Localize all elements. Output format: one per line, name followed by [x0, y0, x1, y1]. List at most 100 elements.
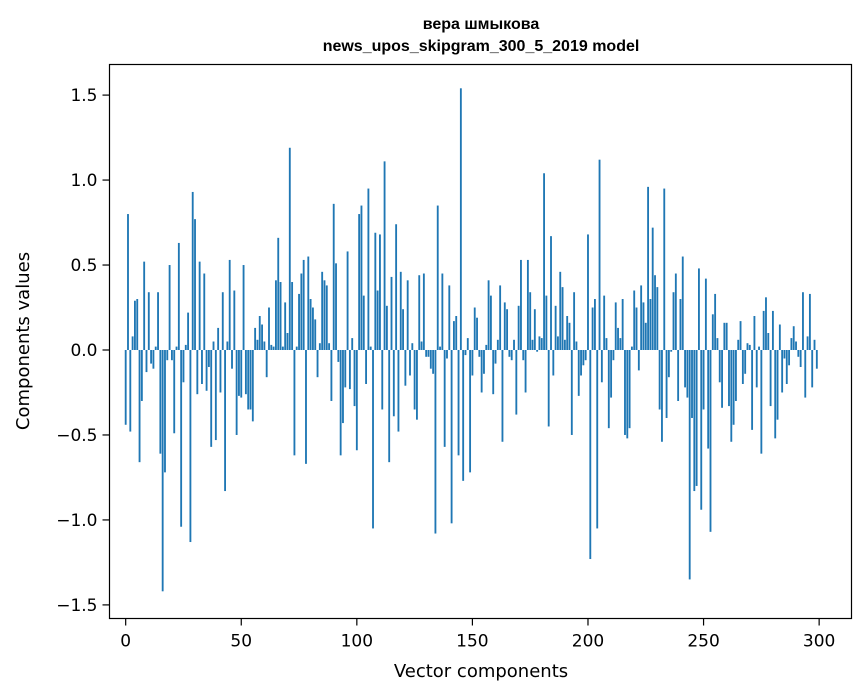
bar-68	[281, 346, 284, 350]
bar-87	[325, 285, 328, 350]
bar-30	[194, 219, 196, 350]
bar-185	[552, 350, 555, 376]
bar-100	[355, 350, 358, 451]
bar-203	[594, 299, 596, 350]
bar-183	[547, 350, 550, 427]
bar-158	[489, 295, 492, 350]
bar-251	[704, 278, 707, 350]
bar-55	[251, 350, 254, 422]
bar-23	[177, 242, 180, 350]
bar-206	[600, 350, 603, 383]
bar-3	[131, 336, 134, 350]
bar-267	[741, 350, 744, 384]
bar-245	[691, 350, 693, 418]
bar-207	[603, 295, 606, 350]
bar-37	[210, 350, 213, 447]
bar-186	[554, 305, 557, 350]
bar-11	[150, 350, 153, 364]
bar-167	[510, 350, 513, 361]
bar-298	[813, 339, 816, 350]
bar-169	[515, 350, 518, 415]
bar-83	[316, 350, 319, 378]
bar-285	[783, 350, 786, 359]
bar-279	[769, 350, 772, 407]
bar-218	[628, 350, 631, 429]
bar-212	[614, 302, 617, 350]
bar-209	[607, 350, 610, 429]
bar-243	[686, 350, 689, 398]
x-tick-label: 150	[456, 632, 488, 652]
bar-244	[688, 350, 691, 580]
bar-293	[802, 292, 804, 350]
x-axis-ticks: 0 50 100 150 200 250 300	[120, 618, 835, 652]
bar-197	[580, 350, 582, 376]
bar-294	[804, 350, 807, 398]
bar-286	[785, 350, 788, 384]
bar-151	[473, 307, 476, 350]
bar-225	[644, 322, 647, 350]
chart-title: вера шмыкова	[423, 16, 540, 33]
bar-45	[228, 259, 231, 350]
bar-178	[536, 350, 539, 352]
bar-50	[240, 350, 243, 398]
bar-235	[667, 350, 670, 378]
bar-155	[483, 350, 485, 374]
bar-246	[693, 350, 696, 492]
x-tick-label: 100	[341, 632, 373, 652]
bar-189	[561, 287, 564, 350]
bar-92	[337, 350, 340, 362]
x-axis-label: Vector components	[394, 661, 568, 682]
bar-217	[626, 350, 629, 439]
bar-141	[450, 350, 453, 524]
bar-211	[612, 350, 615, 361]
y-axis-ticks: −1.5 −1.0 −0.5 0.0 0.5 1.0 1.5	[56, 86, 110, 616]
bar-97	[348, 350, 351, 390]
bar-39	[214, 350, 217, 441]
bar-101	[358, 214, 361, 350]
bar-174	[526, 259, 529, 350]
bar-215	[621, 299, 624, 350]
bar-62	[268, 307, 270, 350]
bar-204	[596, 350, 599, 529]
bar-154	[480, 350, 483, 393]
bar-106	[369, 346, 372, 350]
bar-166	[508, 350, 511, 357]
bar-67	[279, 282, 282, 350]
bar-84	[318, 343, 321, 350]
bar-263	[732, 350, 735, 425]
y-tick-label: 1.0	[70, 171, 97, 191]
bar-64	[272, 346, 275, 350]
bar-108	[374, 232, 377, 350]
bar-51	[242, 265, 245, 350]
bar-198	[582, 350, 585, 366]
bar-296	[808, 293, 811, 350]
bar-27	[187, 312, 190, 350]
bar-210	[610, 350, 613, 398]
bar-117	[395, 224, 398, 350]
bar-290	[795, 341, 797, 350]
bar-134	[434, 350, 437, 534]
bar-237	[672, 292, 675, 350]
bar-184	[550, 236, 552, 350]
y-tick-label: −0.5	[56, 426, 97, 446]
bar-273	[755, 350, 758, 388]
bar-222	[637, 350, 640, 371]
bar-261	[728, 350, 730, 407]
bar-126	[416, 350, 418, 420]
bar-105	[367, 188, 370, 350]
bar-128	[420, 341, 423, 350]
bar-142	[452, 321, 455, 350]
bar-1	[127, 214, 129, 350]
bar-18	[166, 350, 169, 361]
bar-107	[372, 350, 374, 529]
bar-95	[344, 350, 347, 388]
bar-146	[462, 350, 465, 481]
bar-4	[134, 300, 136, 350]
bar-281	[774, 350, 777, 439]
bar-8	[143, 261, 146, 350]
bar-115	[390, 276, 393, 350]
bar-90	[332, 203, 335, 350]
bar-152	[476, 317, 478, 350]
bar-127	[418, 275, 421, 350]
